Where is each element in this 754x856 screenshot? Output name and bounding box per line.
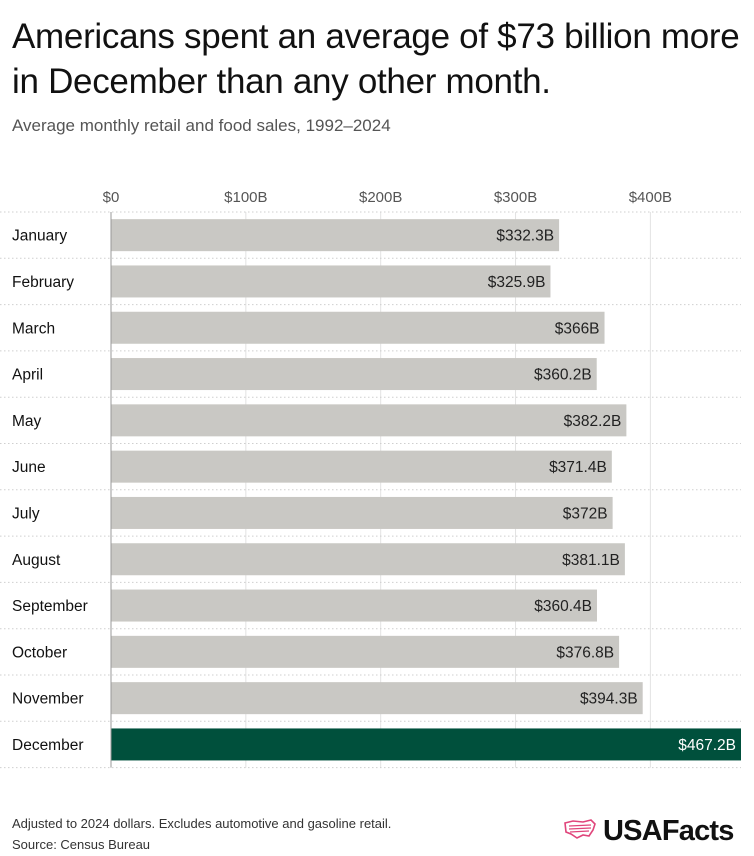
usafacts-logo: USAFacts <box>563 815 734 848</box>
value-label: $360.2B <box>534 367 592 384</box>
bar <box>111 543 625 576</box>
category-label: December <box>12 737 84 754</box>
category-label: August <box>12 552 61 569</box>
brand-name: USAFacts <box>603 815 734 847</box>
usa-map-flag-icon <box>563 818 597 845</box>
category-label: July <box>12 505 40 522</box>
category-label: April <box>12 367 43 384</box>
value-label: $467.2B <box>678 737 736 754</box>
category-label: September <box>12 598 88 615</box>
bar <box>111 311 605 344</box>
value-label: $371.4B <box>549 459 607 476</box>
footnote: Adjusted to 2024 dollars. Excludes autom… <box>12 816 392 831</box>
category-label: February <box>12 274 74 291</box>
x-tick-label: $200B <box>359 189 402 206</box>
category-label: October <box>12 644 67 661</box>
bar <box>111 265 551 298</box>
bar <box>111 358 597 391</box>
value-label: $325.9B <box>488 274 546 291</box>
bar <box>111 589 597 622</box>
value-label: $394.3B <box>580 691 638 708</box>
bar <box>111 450 612 483</box>
category-label: June <box>12 459 46 476</box>
bar <box>111 219 560 252</box>
category-label: May <box>12 413 42 430</box>
value-label: $360.4B <box>534 598 592 615</box>
value-label: $332.3B <box>496 228 554 245</box>
x-tick-label: $100B <box>224 189 267 206</box>
value-label: $366B <box>555 320 600 337</box>
bar-chart: $0 $100B $200B $300B $400B $332.3B January $325… <box>0 189 741 769</box>
bar <box>111 635 620 668</box>
source-note: Source: Census Bureau <box>12 837 151 852</box>
bar <box>111 496 613 529</box>
value-label: $382.2B <box>564 413 622 430</box>
value-label: $376.8B <box>556 644 614 661</box>
category-label: November <box>12 691 84 708</box>
chart-title: Americans spent an average of $73 billio… <box>12 17 740 101</box>
x-tick-label: $0 <box>103 189 120 206</box>
category-label: March <box>12 320 55 337</box>
x-tick-label: $400B <box>629 189 672 206</box>
value-label: $372B <box>563 505 608 522</box>
category-label: January <box>12 228 67 245</box>
x-tick-label: $300B <box>494 189 537 206</box>
bar <box>111 404 627 437</box>
bar <box>111 682 643 715</box>
bar <box>111 728 741 761</box>
value-label: $381.1B <box>562 552 620 569</box>
chart-subtitle: Average monthly retail and food sales, 1… <box>12 116 391 135</box>
